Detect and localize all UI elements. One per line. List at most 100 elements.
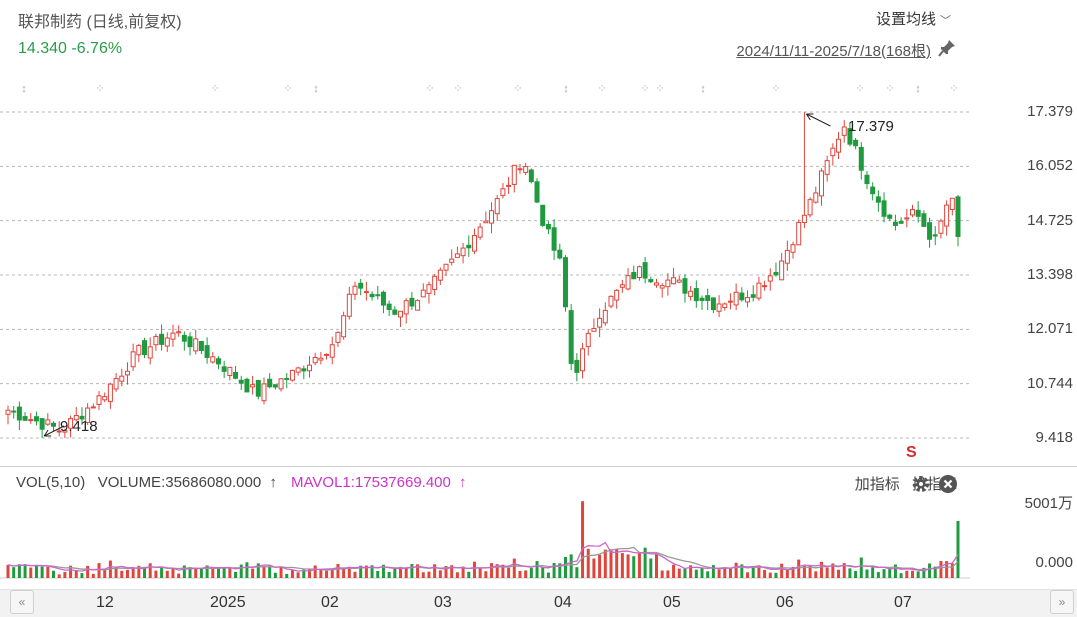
scroll-right-button[interactable]: » bbox=[1050, 590, 1074, 614]
volume-bar bbox=[484, 571, 488, 578]
volume-bar bbox=[672, 564, 676, 578]
volume-bar bbox=[262, 566, 266, 578]
volume-bar bbox=[461, 566, 465, 578]
candle bbox=[801, 214, 807, 224]
candle bbox=[921, 213, 927, 227]
candle bbox=[119, 375, 125, 382]
price-axis-label: 10.744 bbox=[1027, 374, 1073, 392]
candle bbox=[16, 406, 22, 421]
ma-settings-button[interactable]: 设置均线 ﹀ bbox=[876, 8, 951, 29]
candle bbox=[841, 126, 847, 136]
volume-bar bbox=[211, 568, 215, 578]
volume-bar bbox=[586, 548, 590, 578]
candle bbox=[881, 200, 887, 217]
candle bbox=[409, 297, 415, 307]
volume-bar bbox=[945, 561, 949, 578]
candle bbox=[392, 309, 398, 315]
volume-bar bbox=[797, 559, 801, 578]
event-marker-icon: ⁘ bbox=[885, 83, 894, 95]
volume-bar bbox=[410, 564, 414, 578]
event-marker-icon: ⁘ bbox=[771, 83, 780, 95]
volume-bar bbox=[120, 570, 124, 578]
volume-bar bbox=[342, 567, 346, 578]
volume-bar bbox=[774, 572, 778, 578]
candle bbox=[363, 291, 369, 294]
ma-settings-label: 设置均线 bbox=[875, 11, 936, 28]
volume-bar bbox=[626, 554, 630, 578]
candle bbox=[295, 367, 301, 373]
time-axis-label: 12 bbox=[96, 594, 114, 611]
volume-bar bbox=[865, 569, 869, 578]
volume-bar bbox=[524, 570, 528, 578]
volume-legend: VOL(5,10) VOLUME:35686080.000 ↑ MAVOL1:1… bbox=[16, 474, 477, 491]
volume-bar bbox=[199, 568, 203, 578]
volume-bar bbox=[780, 563, 784, 578]
date-range-link[interactable]: 2024/11/11-2025/7/18(168根) bbox=[736, 43, 931, 60]
close-icon[interactable] bbox=[938, 474, 958, 494]
candle bbox=[85, 407, 91, 423]
event-marker-icon: ⁘ bbox=[453, 83, 462, 95]
volume-bar bbox=[234, 571, 238, 578]
candle bbox=[386, 303, 392, 311]
time-axis-bar bbox=[0, 589, 1077, 617]
candle bbox=[432, 275, 438, 291]
volume-bar bbox=[404, 567, 408, 578]
volume-bar bbox=[74, 570, 78, 578]
candle bbox=[619, 284, 625, 288]
candle bbox=[580, 348, 586, 372]
volume-bar bbox=[899, 573, 903, 578]
chevron-down-icon: ﹀ bbox=[940, 15, 951, 27]
event-marker-icon: ⁘ bbox=[949, 83, 958, 95]
volume-bar bbox=[717, 569, 721, 578]
volume-bar bbox=[46, 566, 50, 578]
gear-icon[interactable] bbox=[911, 474, 931, 494]
time-axis-label: 03 bbox=[434, 594, 452, 611]
volume-bar bbox=[666, 570, 670, 578]
candle bbox=[904, 217, 910, 220]
scroll-left-button[interactable]: « bbox=[10, 590, 34, 614]
candle bbox=[597, 317, 603, 328]
candle bbox=[602, 309, 608, 324]
volume-bar bbox=[763, 569, 767, 578]
candle bbox=[267, 378, 273, 388]
candle bbox=[221, 366, 227, 372]
volume-chart[interactable] bbox=[0, 496, 970, 580]
volume-bar bbox=[29, 567, 33, 578]
candle bbox=[568, 310, 574, 364]
low-arrow-icon bbox=[43, 425, 65, 437]
candle bbox=[699, 297, 705, 301]
candle bbox=[306, 364, 312, 372]
candle bbox=[466, 244, 472, 249]
candle bbox=[107, 383, 113, 402]
candle bbox=[250, 384, 256, 388]
candle bbox=[130, 351, 136, 368]
candle bbox=[352, 285, 358, 295]
candlestick-chart[interactable] bbox=[0, 96, 970, 466]
candle bbox=[648, 279, 654, 283]
candle bbox=[164, 337, 170, 347]
volume-bar bbox=[478, 568, 482, 578]
candle bbox=[56, 430, 62, 433]
time-axis-label: 02 bbox=[321, 594, 339, 611]
mavol5-line bbox=[7, 541, 959, 572]
volume-bar bbox=[325, 570, 329, 578]
candle bbox=[358, 282, 364, 289]
price-axis-label: 16.052 bbox=[1027, 157, 1073, 175]
pin-icon[interactable] bbox=[937, 38, 957, 58]
volume-bar bbox=[581, 501, 585, 578]
candle bbox=[301, 368, 307, 372]
volume-bar bbox=[131, 568, 135, 578]
volume-bar bbox=[655, 553, 659, 578]
signal-s-icon[interactable]: S bbox=[906, 444, 917, 461]
candle bbox=[426, 284, 432, 294]
volume-bar bbox=[791, 566, 795, 578]
price-axis-label: 17.379 bbox=[1027, 103, 1073, 120]
candle bbox=[642, 262, 648, 279]
candle bbox=[517, 168, 523, 171]
volume-bar bbox=[416, 564, 420, 578]
volume-value: VOLUME:35686080.000 bbox=[97, 474, 262, 491]
volume-bar bbox=[535, 561, 539, 578]
candle bbox=[767, 275, 773, 282]
add-indicator-button[interactable]: 加指标 bbox=[854, 476, 900, 493]
volume-bar bbox=[546, 572, 550, 578]
